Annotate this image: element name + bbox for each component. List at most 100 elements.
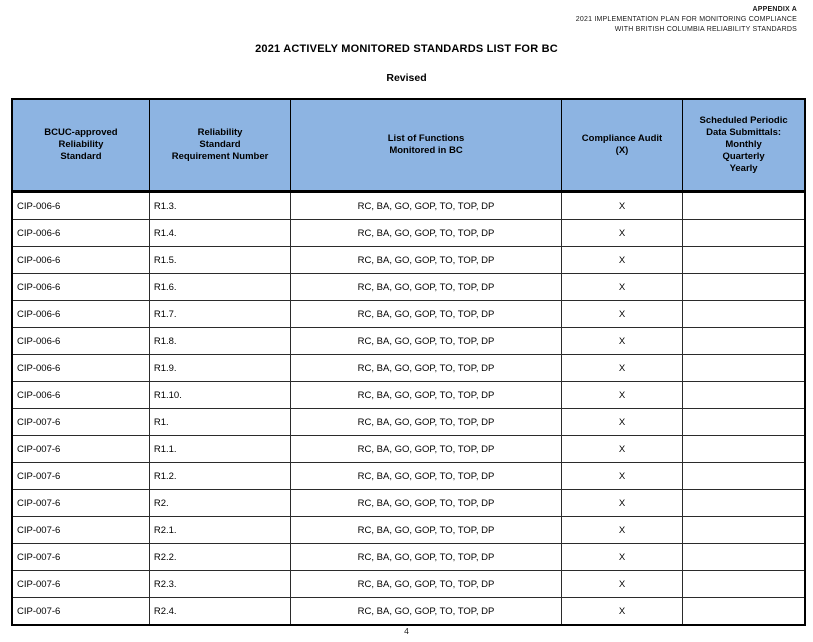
- cell-submittals: [682, 489, 806, 517]
- table-header-row: BCUC-approved Reliability Standard Relia…: [11, 98, 806, 193]
- cell-standard: CIP-007-6: [11, 435, 150, 463]
- cell-submittals: [682, 354, 806, 382]
- appendix-label: APPENDIX A: [752, 6, 797, 13]
- cell-standard: CIP-006-6: [11, 354, 150, 382]
- cell-functions: RC, BA, GO, GOP, TO, TOP, DP: [290, 570, 562, 598]
- cell-requirement: R1.: [148, 408, 292, 436]
- cell-functions: RC, BA, GO, GOP, TO, TOP, DP: [290, 246, 562, 274]
- cell-audit: X: [560, 219, 684, 247]
- cell-standard: CIP-007-6: [11, 462, 150, 490]
- cell-audit: X: [560, 327, 684, 355]
- table-row: CIP-007-6 R1.1. RC, BA, GO, GOP, TO, TOP, …: [11, 435, 806, 463]
- table-row: CIP-006-6 R1.9. RC, BA, GO, GOP, TO, TOP, …: [11, 354, 806, 382]
- cell-audit: X: [560, 543, 684, 571]
- cell-submittals: [682, 300, 806, 328]
- header-functions-monitored: List of Functions Monitored in BC: [290, 98, 562, 193]
- table-row: CIP-007-6 R2. RC, BA, GO, GOP, TO, TOP, DP…: [11, 489, 806, 517]
- cell-submittals: [682, 597, 806, 626]
- standards-table: BCUC-approved Reliability Standard Relia…: [11, 98, 806, 626]
- table-row: CIP-006-6 R1.4. RC, BA, GO, GOP, TO, TOP, …: [11, 219, 806, 247]
- cell-requirement: R1.2.: [148, 462, 292, 490]
- table-body: CIP-006-6 R1.3. RC, BA, GO, GOP, TO, TOP, …: [11, 191, 806, 626]
- table-row: CIP-007-6 R2.4. RC, BA, GO, GOP, TO, TOP, …: [11, 597, 806, 626]
- cell-functions: RC, BA, GO, GOP, TO, TOP, DP: [290, 489, 562, 517]
- appendix-subtitle-line-1: 2021 IMPLEMENTATION PLAN FOR MONITORING …: [575, 16, 797, 23]
- cell-audit: X: [560, 462, 684, 490]
- table-row: CIP-006-6 R1.8. RC, BA, GO, GOP, TO, TOP, …: [11, 327, 806, 355]
- cell-functions: RC, BA, GO, GOP, TO, TOP, DP: [290, 597, 562, 626]
- table-header: BCUC-approved Reliability Standard Relia…: [11, 98, 806, 193]
- cell-submittals: [682, 435, 806, 463]
- cell-audit: X: [560, 489, 684, 517]
- header-compliance-audit: Compliance Audit (X): [560, 98, 684, 193]
- table-row: CIP-007-6 R2.1. RC, BA, GO, GOP, TO, TOP, …: [11, 516, 806, 544]
- cell-requirement: R1.5.: [148, 246, 292, 274]
- cell-standard: CIP-007-6: [11, 543, 150, 571]
- cell-standard: CIP-006-6: [11, 381, 150, 409]
- cell-standard: CIP-007-6: [11, 489, 150, 517]
- cell-standard: CIP-007-6: [11, 516, 150, 544]
- cell-audit: X: [560, 570, 684, 598]
- table-row: CIP-007-6 R1.2. RC, BA, GO, GOP, TO, TOP, …: [11, 462, 806, 490]
- cell-standard: CIP-006-6: [11, 219, 150, 247]
- cell-requirement: R1.4.: [148, 219, 292, 247]
- cell-submittals: [682, 381, 806, 409]
- cell-audit: X: [560, 516, 684, 544]
- cell-requirement: R1.6.: [148, 273, 292, 301]
- cell-standard: CIP-006-6: [11, 273, 150, 301]
- cell-functions: RC, BA, GO, GOP, TO, TOP, DP: [290, 408, 562, 436]
- cell-requirement: R2.: [148, 489, 292, 517]
- table-row: CIP-006-6 R1.7. RC, BA, GO, GOP, TO, TOP, …: [11, 300, 806, 328]
- page-subtitle: Revised: [386, 72, 427, 84]
- cell-audit: X: [560, 408, 684, 436]
- cell-standard: CIP-007-6: [11, 597, 150, 626]
- cell-functions: RC, BA, GO, GOP, TO, TOP, DP: [290, 191, 562, 220]
- cell-standard: CIP-006-6: [11, 327, 150, 355]
- cell-functions: RC, BA, GO, GOP, TO, TOP, DP: [290, 273, 562, 301]
- table-row: CIP-006-6 R1.5. RC, BA, GO, GOP, TO, TOP, …: [11, 246, 806, 274]
- appendix-subtitle-line-2: WITH BRITISH COLUMBIA RELIABILITY STANDA…: [614, 26, 797, 33]
- cell-audit: X: [560, 435, 684, 463]
- cell-functions: RC, BA, GO, GOP, TO, TOP, DP: [290, 381, 562, 409]
- cell-functions: RC, BA, GO, GOP, TO, TOP, DP: [290, 300, 562, 328]
- header-bcuc-standard: BCUC-approved Reliability Standard: [11, 98, 150, 193]
- cell-requirement: R1.3.: [148, 191, 292, 220]
- header-requirement-number: Reliability Standard Requirement Number: [148, 98, 292, 193]
- cell-standard: CIP-006-6: [11, 191, 150, 220]
- cell-requirement: R1.9.: [148, 354, 292, 382]
- cell-submittals: [682, 273, 806, 301]
- table-row: CIP-007-6 R1. RC, BA, GO, GOP, TO, TOP, DP…: [11, 408, 806, 436]
- appendix-header: APPENDIX A 2021 IMPLEMENTATION PLAN FOR …: [0, 0, 813, 35]
- header-scheduled-submittals: Scheduled Periodic Data Submittals: Mont…: [682, 98, 806, 193]
- cell-functions: RC, BA, GO, GOP, TO, TOP, DP: [290, 462, 562, 490]
- cell-submittals: [682, 462, 806, 490]
- cell-submittals: [682, 543, 806, 571]
- cell-audit: X: [560, 273, 684, 301]
- page-title: 2021 ACTIVELY MONITORED STANDARDS LIST F…: [255, 43, 558, 55]
- cell-functions: RC, BA, GO, GOP, TO, TOP, DP: [290, 219, 562, 247]
- cell-requirement: R1.7.: [148, 300, 292, 328]
- cell-functions: RC, BA, GO, GOP, TO, TOP, DP: [290, 516, 562, 544]
- cell-audit: X: [560, 381, 684, 409]
- cell-audit: X: [560, 300, 684, 328]
- cell-audit: X: [560, 191, 684, 220]
- cell-standard: CIP-007-6: [11, 408, 150, 436]
- cell-submittals: [682, 246, 806, 274]
- table-row: CIP-006-6 R1.6. RC, BA, GO, GOP, TO, TOP, …: [11, 273, 806, 301]
- cell-submittals: [682, 570, 806, 598]
- cell-requirement: R1.1.: [148, 435, 292, 463]
- cell-requirement: R2.1.: [148, 516, 292, 544]
- cell-functions: RC, BA, GO, GOP, TO, TOP, DP: [290, 354, 562, 382]
- table-row: CIP-007-6 R2.2. RC, BA, GO, GOP, TO, TOP, …: [11, 543, 806, 571]
- cell-standard: CIP-007-6: [11, 570, 150, 598]
- cell-standard: CIP-006-6: [11, 300, 150, 328]
- table-row: CIP-006-6 R1.3. RC, BA, GO, GOP, TO, TOP, …: [11, 191, 806, 220]
- cell-requirement: R2.4.: [148, 597, 292, 626]
- cell-functions: RC, BA, GO, GOP, TO, TOP, DP: [290, 327, 562, 355]
- cell-requirement: R2.2.: [148, 543, 292, 571]
- cell-functions: RC, BA, GO, GOP, TO, TOP, DP: [290, 543, 562, 571]
- cell-submittals: [682, 219, 806, 247]
- page-number: 4: [404, 626, 409, 636]
- cell-submittals: [682, 516, 806, 544]
